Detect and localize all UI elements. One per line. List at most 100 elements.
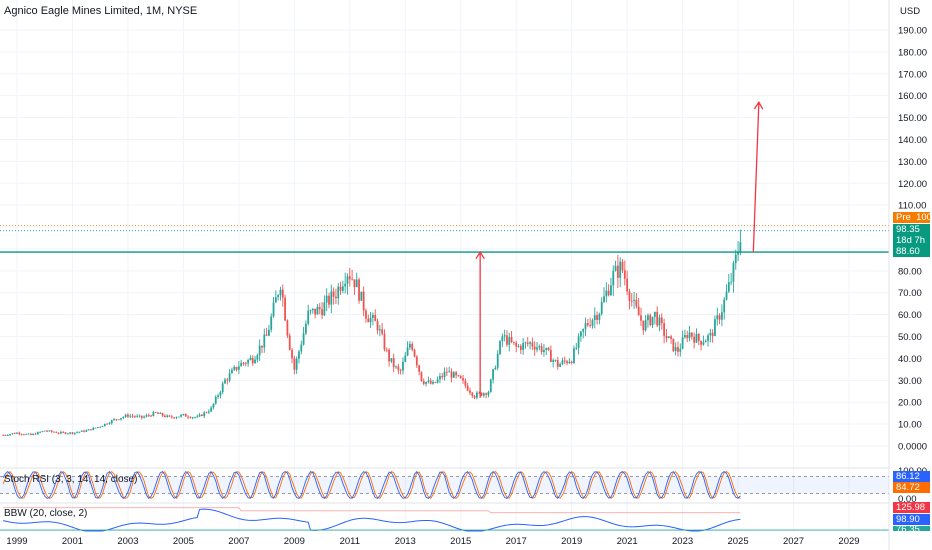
candle-body [332,291,335,297]
candle-body [161,413,164,416]
candle-body [653,311,656,317]
candle-body [508,337,511,345]
candle-body [261,345,263,348]
candle-body [716,315,719,320]
candle-body [434,381,437,383]
chart-title: Agnico Eagle Mines Limited, 1M, NYSE [4,5,198,17]
candle-body [563,360,566,362]
candle-body [288,335,291,350]
candle-body [99,426,102,428]
candle-body [376,321,379,331]
candle-body [536,347,538,350]
candle-body [46,430,48,432]
candle-body [115,419,118,420]
time-tick-label: 2011 [340,536,360,547]
candle-body [318,306,321,310]
candle-body [291,349,293,359]
candle-body [464,380,467,386]
candle-body [166,415,169,417]
candle-body [228,373,231,381]
candle-body [667,336,670,339]
candle-body [577,336,580,348]
candle-body [29,433,32,435]
countdown-tag: 18d 7h [893,235,930,246]
candle-body [268,329,270,336]
candle-body [13,433,16,435]
candle-body [184,414,187,417]
candle-body [152,412,155,417]
candle-body [704,340,707,343]
level-price-tag: 88.60 [893,246,930,257]
candle-body [43,430,46,432]
candle-body [251,358,254,364]
candle-body [570,361,573,363]
candle-body [120,418,122,420]
time-tick-label: 2027 [783,536,804,547]
time-tick-label: 2003 [117,536,138,547]
candle-body [316,306,319,315]
candle-body [385,349,388,351]
candle-body [399,370,402,371]
candle-body [353,279,356,288]
candle-body [244,363,247,364]
candle-body [194,417,196,418]
candle-body [20,434,23,435]
candle-body [538,346,541,348]
candle-body [633,299,635,301]
candle-body [127,414,129,417]
candle-body [439,376,441,380]
price-tick-label: 180.00 [898,47,927,58]
candle-body [637,306,640,316]
candle-body [207,411,210,413]
candle-body [684,335,686,338]
candle-body [73,432,76,434]
candle-body [732,263,735,282]
candle-body [367,318,370,323]
last-price-tag: 98.35 [893,224,930,235]
candle-body [339,286,342,291]
candle-body [626,278,629,292]
candle-body [559,364,562,367]
candle-body [476,392,478,398]
candle-body [383,333,386,350]
candle-body [133,416,136,418]
price-tick-label: 10.00 [898,420,922,431]
candle-body [325,295,328,303]
price-tick-label: 140.00 [898,135,927,146]
candle-body [337,286,340,299]
candle-body [480,392,483,396]
candle-body [358,279,360,301]
candle-body [739,242,742,252]
time-tick-label: 2009 [284,536,305,547]
candle-body [265,334,268,336]
candle-body [630,300,633,302]
bbw-highest-expansion-line [3,507,741,514]
candle-body [582,328,585,332]
candle-body [499,341,501,354]
candle-body [341,286,344,291]
time-tick-label: 2017 [506,536,527,547]
candle-body [210,407,213,412]
candle-body [670,336,672,339]
candle-body [154,412,157,413]
candle-body [242,362,245,364]
candle-body [64,432,67,434]
candle-body [406,347,409,356]
time-tick-label: 2019 [561,536,582,547]
candle-body [593,315,596,320]
candle-body [360,291,363,301]
candle-body [429,380,432,384]
candle-body [145,415,148,417]
time-tick-label: 2013 [395,536,416,547]
candle-body [66,433,69,435]
candle-body [640,315,642,321]
candle-body [707,335,709,341]
candle-body [679,348,682,352]
time-tick-label: 1999 [6,536,27,547]
candle-body [552,360,555,362]
candle-body [170,416,173,418]
candle-body [281,289,284,298]
candle-body [621,261,624,271]
stoch-rsi-pane: 100.000.00 [0,466,927,505]
